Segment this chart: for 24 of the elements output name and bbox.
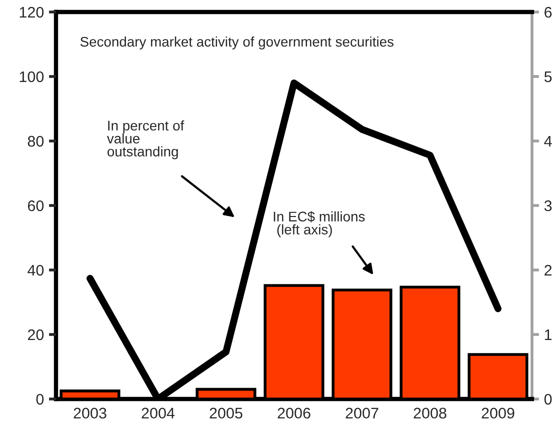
annotation: In EC$ millions (left axis) [274, 211, 365, 238]
y2-tick-label: 5 [544, 72, 552, 82]
y2-tick-label: 4 [544, 136, 552, 147]
y-tick-label: 40 [28, 264, 44, 276]
y-tick-label: 80 [28, 136, 44, 147]
y2-tick-label: 2 [544, 264, 552, 276]
y-tick-label: 120 [20, 6, 44, 18]
y2-tick-label: 6 [544, 6, 552, 18]
text: Secondary market activity of government securities [80, 36, 394, 50]
x-tick-label: 2006 [278, 408, 310, 419]
x-tick-label: 2004 [142, 408, 175, 419]
x-tick-label: 2008 [414, 408, 446, 419]
x-tick-label: 2005 [210, 408, 242, 419]
y-tick-label: 60 [28, 200, 44, 212]
x-tick-label: 2007 [346, 408, 378, 419]
x-tick-label: 2009 [482, 408, 514, 419]
annotation: In percent of value outstanding [106, 120, 184, 160]
y-tick-label: 0 [36, 394, 44, 405]
y-tick-label: 20 [28, 329, 44, 340]
y-tick-label: 100 [20, 71, 44, 82]
x-tick-label: 2003 [74, 408, 106, 419]
y2-tick-label: 3 [544, 200, 552, 212]
y2-tick-label: 0 [544, 394, 552, 405]
y2-tick-label: 1 [544, 330, 552, 340]
